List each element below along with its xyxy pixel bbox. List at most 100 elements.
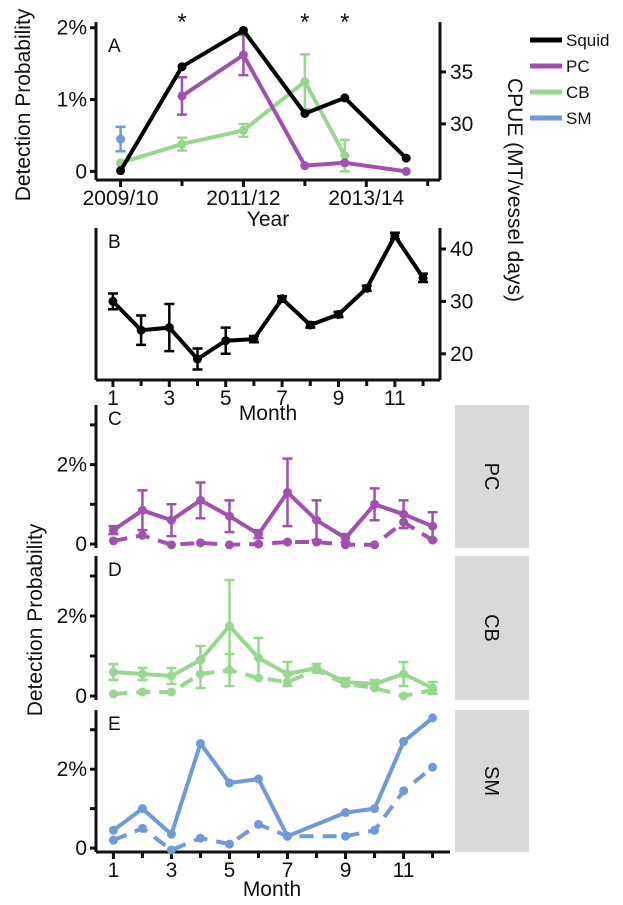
panel-d-solid-point-11	[399, 669, 409, 679]
panel-b-right-tick-label: 20	[450, 343, 473, 366]
panel-e-x-tick-label: 11	[393, 859, 415, 882]
panel-a-squid-point-3	[238, 25, 248, 35]
panel-a-pc-point-1	[177, 91, 187, 101]
panel-b-squid-point-6	[249, 334, 259, 344]
panel-d-letter: D	[108, 560, 122, 581]
panel-e-solid-point-10	[399, 737, 409, 747]
panel-a-squid-line	[118, 28, 408, 172]
panel-a-squid-point-4	[300, 108, 310, 118]
panel-d-dashed-line	[113, 668, 434, 698]
panel-e-dashed-point-9	[370, 825, 380, 835]
panel-a-squid-point-2	[177, 62, 187, 72]
panel-c-solid-point-5	[224, 511, 234, 521]
panel-b-squid-point-10	[362, 283, 372, 293]
panel-d-strip	[455, 556, 529, 700]
panel-d-cb-month-chart: 0 2% D CB	[57, 556, 529, 708]
panel-b-x-tick-label: 3	[163, 387, 175, 410]
panel-a-significance-star: *	[177, 9, 186, 36]
panel-c-solid-point-3	[166, 515, 176, 525]
panel-c-dashed-point-1	[108, 536, 118, 546]
panel-e-solid-point-11	[428, 713, 438, 723]
panel-b-squid-point-8	[305, 320, 315, 330]
panel-a-significance-star: *	[340, 9, 349, 36]
panel-d-solid-point-10	[370, 679, 380, 689]
panel-c-letter: C	[108, 409, 122, 430]
panel-a-right-tick-label: 30	[450, 113, 473, 136]
panel-e-dashed-point-11	[428, 762, 438, 772]
panel-b-x-tick-label: 7	[276, 387, 288, 410]
panel-e-strip	[455, 710, 529, 852]
panel-d-solid-point-6	[253, 653, 263, 663]
panel-d-solid-point-4	[195, 655, 205, 665]
panel-e-sm-month-chart: 0 2% 1 3 5 7 9 11 Month E SM	[57, 710, 529, 901]
panel-d-solid-point-7	[283, 669, 293, 679]
panel-a-pc-line	[180, 53, 407, 174]
panel-e-x-tick-label: 9	[340, 859, 352, 882]
panel-c-strip	[455, 405, 529, 548]
panel-c-solid-point-9	[341, 533, 351, 543]
panel-c-dashed-point-2	[137, 530, 147, 540]
panel-c-solid-line	[112, 490, 434, 541]
panel-e-dashed-point-10	[399, 786, 409, 796]
panel-e-dashed-point-5	[224, 839, 234, 849]
panel-b-squid-point-5	[221, 336, 231, 346]
panel-d-dashed-point-11	[399, 691, 409, 701]
panel-b-right-tick-label: 30	[450, 290, 473, 313]
panel-b-squid-point-4	[193, 354, 203, 364]
panel-a-pc-point-3	[300, 161, 310, 171]
panel-c-solid-point-7	[283, 487, 293, 497]
panel-d-strip-label: CB	[480, 614, 502, 642]
panel-e-dashed-point-8	[341, 831, 351, 841]
panel-c-dashed-point-4	[195, 538, 205, 548]
panel-d-dashed-point-1	[108, 689, 118, 699]
panel-a-squid-point-6	[401, 153, 411, 163]
panel-b-x-tick-label: 9	[333, 387, 345, 410]
panel-b-squid-point-12	[418, 273, 428, 283]
panel-e-y-tick-label: 2%	[57, 758, 87, 781]
panel-c-dashed-point-10	[370, 540, 380, 550]
panel-d-solid-line	[113, 624, 434, 690]
panel-b-x-tick-label: 1	[107, 387, 119, 410]
panel-b-squid-point-7	[277, 294, 287, 304]
panel-e-solid-point-6	[253, 774, 263, 784]
panel-a-cb-line	[120, 79, 347, 165]
panel-a-letter: A	[108, 36, 121, 57]
panel-a-x-tick-label: 2009/10	[83, 187, 159, 210]
panel-a-year-chart: 0 1% 2% 30 35 2009/10 2011/12 2013/14 Year A * * *	[57, 9, 474, 231]
panel-a-pc-point-5	[401, 166, 411, 176]
panel-d-y-tick-label: 0	[75, 685, 87, 708]
panel-c-dashed-point-6	[253, 539, 263, 549]
panel-a-cb-point-2	[177, 139, 187, 149]
panel-a-cb-point-3	[238, 125, 248, 135]
panel-e-solid-point-1	[108, 825, 118, 835]
panel-d-solid-point-3	[166, 671, 176, 681]
panel-b-squid-point-2	[136, 325, 146, 335]
panel-c-y-tick-label: 2%	[57, 454, 87, 477]
panel-c-dashed-line	[113, 520, 434, 547]
panel-a-right-tick-label: 35	[450, 61, 473, 84]
panel-d-dashed-point-2	[137, 687, 147, 697]
top-y-axis-title: Detection Probability	[12, 8, 35, 201]
panel-c-pc-month-chart: 0 2% C PC	[57, 405, 529, 556]
panel-c-solid-point-8	[312, 515, 322, 525]
panel-c-dashed-point-5	[224, 540, 234, 550]
panel-a-sm-point-1	[116, 134, 126, 144]
panel-d-solid-point-5	[224, 621, 234, 631]
legend-label-sm: SM	[566, 109, 592, 128]
legend-label-cb: CB	[566, 83, 590, 102]
legend-label-pc: PC	[566, 57, 590, 76]
panel-e-solid-point-5	[224, 778, 234, 788]
panel-b-right-tick-label: 40	[450, 238, 473, 261]
panel-e-dashed-point-4	[195, 833, 205, 843]
panel-b-x-tick-label: 11	[384, 387, 406, 410]
panel-a-x-axis-title: Year	[247, 208, 289, 231]
panel-c-solid-point-11	[399, 509, 409, 519]
panel-a-squid-point-1	[116, 166, 126, 176]
right-y-axis-title: CPUE (MT/vessel days)	[503, 78, 526, 302]
legend-label-squid: Squid	[566, 31, 609, 50]
panel-e-x-tick-label: 1	[108, 859, 120, 882]
panel-b-squid-point-11	[390, 231, 400, 241]
panel-e-dashed-point-3	[166, 845, 176, 855]
panel-e-dashed-point-2	[137, 823, 147, 833]
